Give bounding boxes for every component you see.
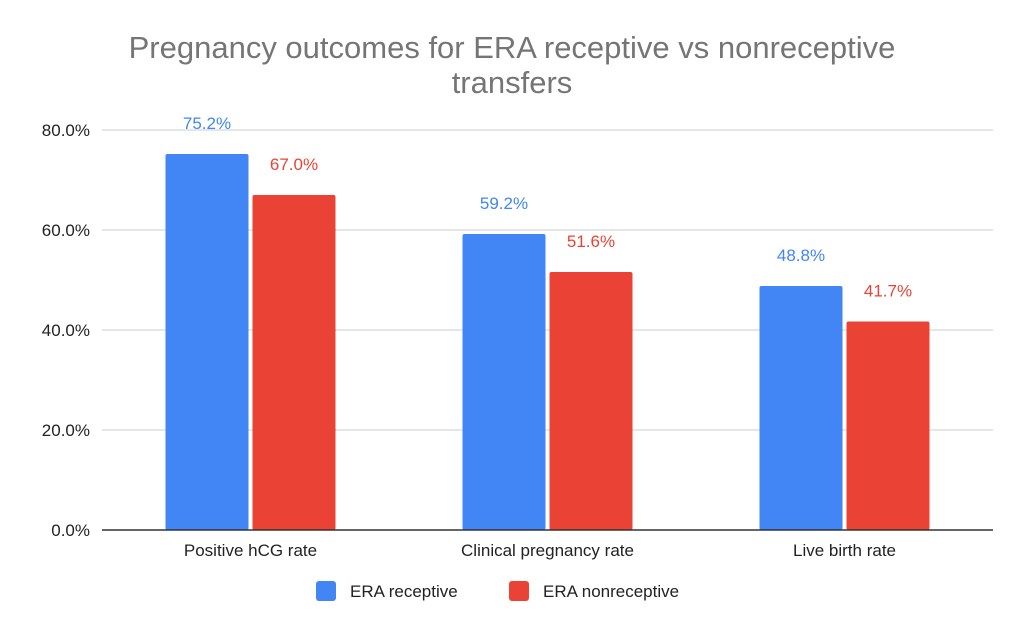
data-label: 48.8%	[777, 246, 825, 265]
chart-title: Pregnancy outcomes for ERA receptive vs …	[129, 30, 896, 100]
gridlines	[102, 129, 993, 431]
bar-nonreceptive-1	[549, 272, 633, 530]
x-category-label: Clinical pregnancy rate	[461, 541, 634, 560]
y-tick-label: 20.0%	[42, 421, 90, 440]
data-label: 67.0%	[270, 155, 318, 174]
legend-label-receptive: ERA receptive	[350, 582, 458, 601]
legend-label-nonreceptive: ERA nonreceptive	[543, 582, 679, 601]
data-label: 51.6%	[567, 232, 615, 251]
x-axis-categories: Positive hCG rate Clinical pregnancy rate…	[184, 541, 896, 560]
y-tick-label: 80.0%	[42, 121, 90, 140]
y-tick-label: 0.0%	[51, 521, 90, 540]
bar-receptive-0	[165, 154, 249, 530]
chart-title-line-2: transfers	[452, 65, 573, 100]
bars	[165, 154, 930, 530]
data-labels: 75.2% 67.0% 59.2% 51.6% 48.8% 41.7%	[183, 114, 912, 301]
bar-nonreceptive-0	[252, 195, 336, 530]
chart-title-line-1: Pregnancy outcomes for ERA receptive vs …	[129, 30, 896, 65]
legend-swatch-receptive	[316, 581, 336, 601]
y-axis-ticks: 0.0% 20.0% 40.0% 60.0% 80.0%	[42, 121, 90, 540]
data-label: 75.2%	[183, 114, 231, 133]
data-label: 59.2%	[480, 194, 528, 213]
y-tick-label: 60.0%	[42, 221, 90, 240]
bar-receptive-1	[462, 234, 546, 530]
y-tick-label: 40.0%	[42, 321, 90, 340]
bar-receptive-2	[759, 286, 843, 530]
x-category-label: Live birth rate	[793, 541, 896, 560]
data-label: 41.7%	[864, 282, 912, 301]
legend-swatch-nonreceptive	[509, 581, 529, 601]
legend: ERA receptive ERA nonreceptive	[316, 581, 679, 601]
x-category-label: Positive hCG rate	[184, 541, 317, 560]
bar-nonreceptive-2	[846, 321, 930, 530]
